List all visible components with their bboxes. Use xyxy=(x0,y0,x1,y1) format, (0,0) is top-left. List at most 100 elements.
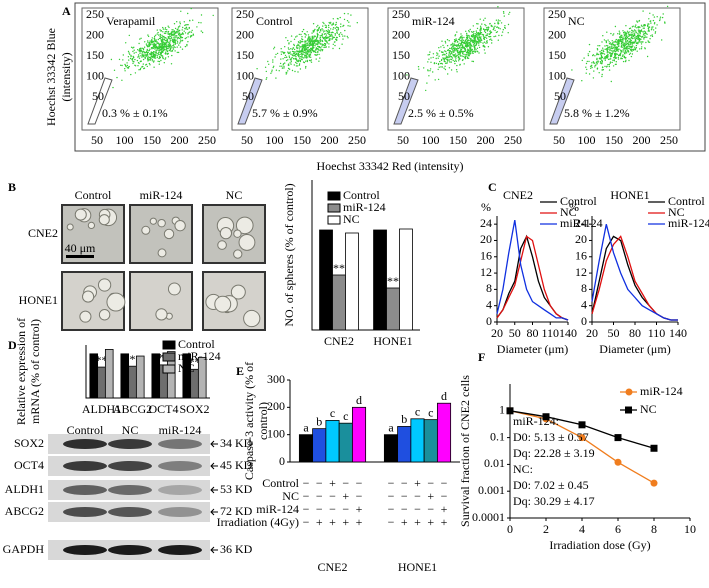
flow-event xyxy=(628,40,631,43)
flow-event xyxy=(458,56,460,59)
sphere xyxy=(149,217,157,225)
flow-event xyxy=(149,56,152,58)
flow-event xyxy=(212,14,214,17)
flow-event xyxy=(145,64,147,66)
flow-event xyxy=(441,51,443,53)
column-label: NC xyxy=(226,188,243,202)
flow-event xyxy=(646,36,648,38)
flow-event xyxy=(631,46,633,48)
flow-event xyxy=(601,62,603,64)
flow-event xyxy=(466,53,468,55)
x-tick-label: 100 xyxy=(266,133,284,147)
flow-event xyxy=(483,41,486,43)
flow-event xyxy=(600,51,602,54)
flow-event xyxy=(157,53,160,55)
bar-annotation: b xyxy=(401,412,407,426)
flow-event xyxy=(448,52,450,54)
flow-event xyxy=(159,29,161,31)
flow-event xyxy=(591,66,593,69)
flow-event xyxy=(293,48,296,51)
flow-event xyxy=(453,39,456,41)
flow-event xyxy=(273,46,276,48)
flow-event xyxy=(141,47,143,49)
flow-event xyxy=(635,47,638,49)
scale-bar-label: 40 μm xyxy=(65,241,96,255)
flow-event xyxy=(603,39,606,41)
panel-label: D xyxy=(8,338,17,352)
flow-event xyxy=(176,40,179,42)
flow-event xyxy=(476,33,478,36)
flow-event xyxy=(287,70,289,72)
flow-event xyxy=(614,63,617,66)
flow-event xyxy=(589,65,592,68)
flow-event xyxy=(447,73,449,75)
flow-event xyxy=(306,53,309,55)
flow-event xyxy=(602,49,604,51)
flow-event xyxy=(264,66,267,69)
flow-event xyxy=(316,41,318,43)
flow-event xyxy=(458,45,460,47)
flow-event xyxy=(453,60,456,63)
flow-event xyxy=(435,62,438,65)
flow-event xyxy=(429,68,432,70)
axis-label: control) xyxy=(256,402,270,440)
flow-event xyxy=(444,50,446,52)
blot-band xyxy=(108,461,152,471)
flow-event xyxy=(625,59,627,61)
flow-event xyxy=(164,28,166,30)
bar-annotation: * xyxy=(130,352,136,366)
flow-event xyxy=(446,60,449,62)
flow-event xyxy=(318,49,320,51)
flow-event xyxy=(149,64,151,66)
flow-event xyxy=(625,51,627,54)
flow-event xyxy=(163,32,166,34)
flow-event xyxy=(187,12,189,15)
flow-event xyxy=(294,54,296,56)
flow-event xyxy=(346,20,349,22)
flow-event xyxy=(321,34,324,36)
y-tick-label: 0 xyxy=(581,314,587,328)
flow-event xyxy=(144,41,146,43)
flow-event xyxy=(298,33,300,36)
bar-annotation: ** xyxy=(387,274,399,288)
row-label: CNE2 xyxy=(28,226,58,240)
flow-event xyxy=(616,41,618,44)
flow-event xyxy=(485,42,487,44)
flow-event xyxy=(138,62,140,64)
sphere xyxy=(66,223,74,231)
flow-event xyxy=(482,35,485,37)
treatment-sign: − xyxy=(414,489,421,503)
x-tick-label: ALDH1 xyxy=(82,402,121,416)
flow-event xyxy=(157,31,159,34)
flow-event xyxy=(312,48,314,50)
x-tick-label: 140 xyxy=(669,326,687,340)
flow-event xyxy=(162,55,164,57)
flow-event xyxy=(647,23,649,25)
flow-event xyxy=(324,46,326,48)
flow-event xyxy=(287,67,290,70)
flow-event xyxy=(464,42,466,45)
flow-event xyxy=(648,26,651,28)
legend-swatch xyxy=(327,215,341,225)
flow-event xyxy=(134,65,137,67)
flow-event xyxy=(157,38,159,41)
sphere xyxy=(79,310,92,323)
flow-event xyxy=(498,22,500,25)
flow-event xyxy=(633,30,635,32)
flow-event xyxy=(437,53,439,55)
flow-event xyxy=(661,16,664,19)
flow-event xyxy=(428,58,430,60)
flow-event xyxy=(617,39,619,41)
flow-event xyxy=(434,79,436,81)
panel-label: F xyxy=(478,350,485,364)
flow-event xyxy=(166,50,169,53)
sphere xyxy=(141,225,151,235)
flow-event xyxy=(309,47,312,50)
flow-event xyxy=(341,43,343,45)
flow-event xyxy=(283,65,285,68)
x-tick-label: 10 xyxy=(684,522,696,536)
flow-event xyxy=(149,44,152,46)
flow-event xyxy=(460,43,462,45)
flow-event xyxy=(170,33,172,36)
sphere xyxy=(235,216,254,235)
